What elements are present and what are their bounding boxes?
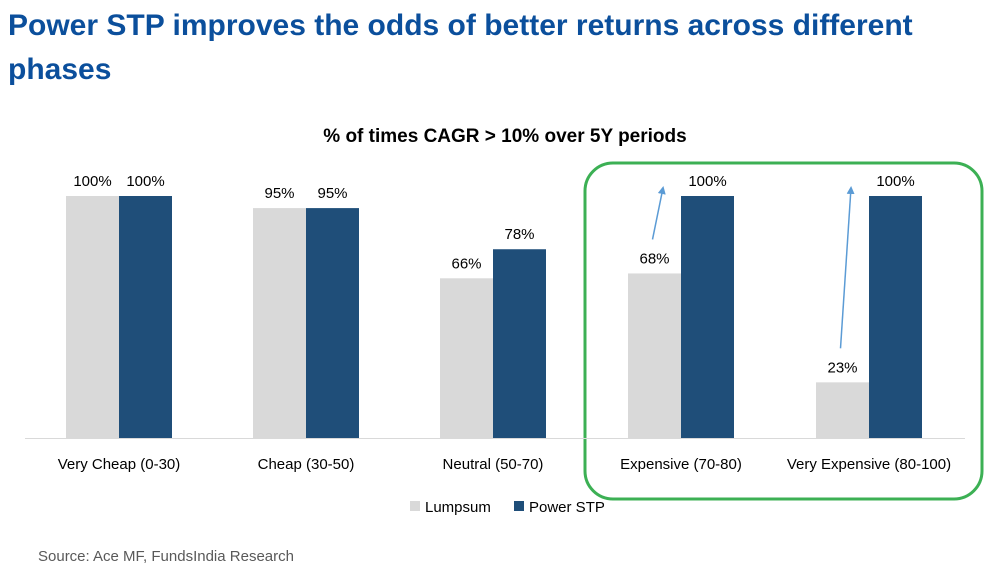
bar-lumpsum-cheap-30-50 bbox=[253, 208, 306, 438]
bars-layer: 100% 100% Very Cheap (0-30) 95% 95% Cheap (30… bbox=[25, 173, 965, 473]
data-label-lumpsum-very-expensive-80-100: 23% bbox=[827, 359, 857, 376]
legend-label-power-stp: Power STP bbox=[529, 499, 605, 516]
bar-power-stp-very-expensive-80-100 bbox=[869, 196, 922, 438]
bar-lumpsum-expensive-70-80 bbox=[628, 273, 681, 438]
data-label-power-stp-very-expensive-80-100: 100% bbox=[876, 173, 914, 190]
bar-power-stp-expensive-70-80 bbox=[681, 196, 734, 438]
legend-swatch-power-stp bbox=[514, 501, 524, 511]
category-label-very-cheap-0-30: Very Cheap (0-30) bbox=[58, 456, 181, 473]
page-title: Power STP improves the odds of better re… bbox=[8, 9, 913, 86]
category-label-neutral-50-70: Neutral (50-70) bbox=[443, 456, 544, 473]
bar-power-stp-very-cheap-0-30 bbox=[119, 196, 172, 438]
data-label-lumpsum-neutral-50-70: 66% bbox=[451, 255, 481, 272]
source-note: Source: Ace MF, FundsIndia Research bbox=[38, 548, 294, 565]
data-label-lumpsum-very-cheap-0-30: 100% bbox=[73, 173, 111, 190]
arrow-very-expensive-80-100 bbox=[839, 186, 855, 349]
chart-title: % of times CAGR > 10% over 5Y periods bbox=[323, 126, 686, 147]
data-label-lumpsum-cheap-30-50: 95% bbox=[264, 185, 294, 202]
legend-label-lumpsum: Lumpsum bbox=[425, 499, 491, 516]
category-label-cheap-30-50: Cheap (30-50) bbox=[258, 456, 355, 473]
bar-power-stp-cheap-30-50 bbox=[306, 208, 359, 438]
data-label-power-stp-expensive-70-80: 100% bbox=[688, 173, 726, 190]
legend: Lumpsum Power STP bbox=[410, 499, 605, 516]
highlight-box bbox=[583, 161, 984, 501]
bar-lumpsum-very-cheap-0-30 bbox=[66, 196, 119, 438]
data-label-power-stp-neutral-50-70: 78% bbox=[504, 226, 534, 243]
bar-lumpsum-very-expensive-80-100 bbox=[816, 382, 869, 438]
bar-lumpsum-neutral-50-70 bbox=[440, 278, 493, 438]
data-label-power-stp-very-cheap-0-30: 100% bbox=[126, 173, 164, 190]
data-label-power-stp-cheap-30-50: 95% bbox=[317, 185, 347, 202]
data-label-lumpsum-expensive-70-80: 68% bbox=[639, 250, 669, 267]
arrow-expensive-70-80 bbox=[651, 186, 666, 240]
legend-swatch-lumpsum bbox=[410, 501, 420, 511]
bar-power-stp-neutral-50-70 bbox=[493, 249, 546, 438]
category-label-very-expensive-80-100: Very Expensive (80-100) bbox=[787, 456, 951, 473]
category-label-expensive-70-80: Expensive (70-80) bbox=[620, 456, 742, 473]
